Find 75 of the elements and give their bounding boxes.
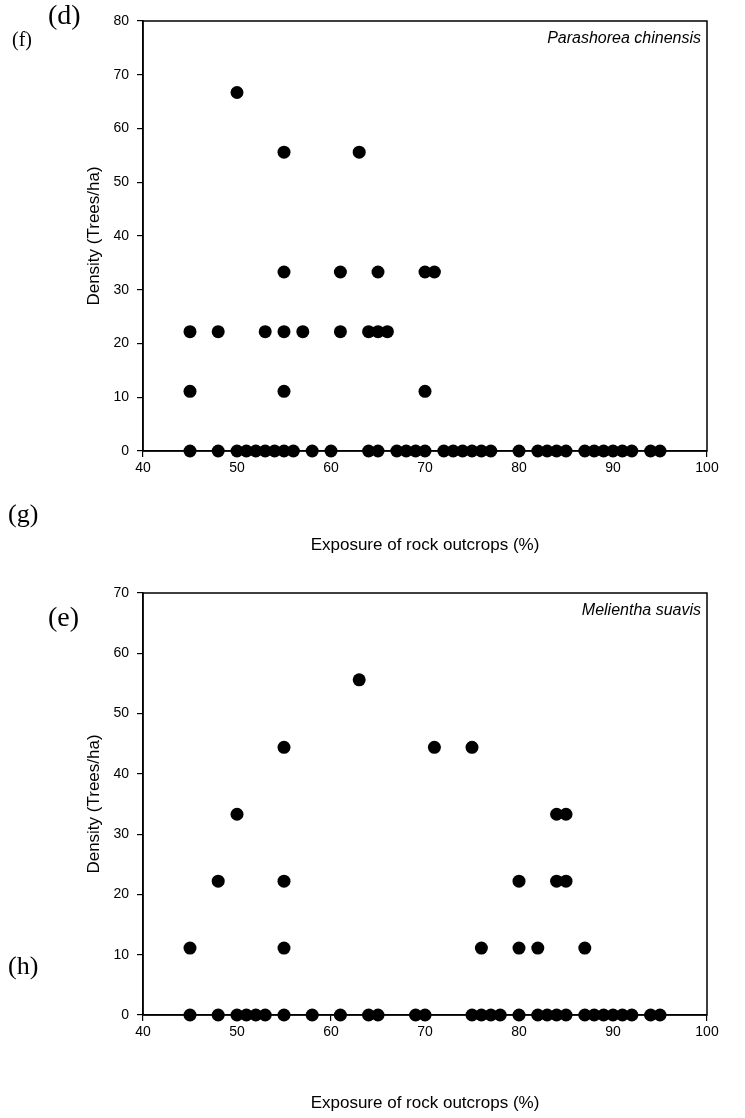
text: Parashorea chinensis [547,29,701,47]
x-tick-label: 50 [229,1023,245,1040]
point [258,325,272,339]
x-tick-label: 40 [135,1023,151,1040]
y-tick-label: 50 [113,704,130,721]
y-tick-label: 60 [113,644,130,661]
point [559,874,573,888]
x-tick-label: 60 [323,459,339,476]
x-tick-label: 60 [323,1023,339,1040]
text: (e) [48,601,80,633]
point [277,145,291,159]
point [230,85,244,99]
y-tick-label: 30 [113,280,130,297]
x-tick-label: 90 [605,459,621,476]
y-tick-label: 80 [113,11,130,28]
y-axis-title: Density (Trees/ha) [83,166,103,306]
x-tick-label: 100 [695,459,719,476]
x-tick-label: 50 [229,459,245,476]
y-tick-label: 50 [113,173,130,190]
text: (d) [48,0,81,31]
text: (g) [8,499,39,529]
point [531,941,545,955]
point [333,265,347,279]
y-tick-label: 10 [113,388,130,405]
y-tick-label: 30 [113,825,130,841]
x-axis-title: Exposure of rock outcrops (%) [310,1093,540,1113]
point [352,145,366,159]
y-tick-label: 0 [121,1005,130,1022]
point [512,941,526,955]
point [183,325,197,339]
x-tick-label: 90 [605,1023,621,1040]
y-tick-label: 0 [121,441,130,458]
point [474,941,488,955]
point [352,673,366,687]
y-tick-label: 70 [113,65,130,82]
x-tick-label: 70 [417,1023,433,1040]
x-tick-label: 80 [511,459,527,476]
point [277,874,291,888]
point [211,325,225,339]
text: (h) [8,951,39,981]
y-axis-title: Density (Trees/ha) [83,734,103,874]
x-tick-label: 40 [135,459,151,476]
point [183,384,197,398]
x-tick-label: 80 [511,1023,527,1040]
point [230,807,244,821]
y-tick-label: 40 [113,764,130,781]
point [380,325,394,339]
point [183,941,197,955]
point [277,265,291,279]
point [465,740,479,754]
y-tick-label: 20 [113,334,130,351]
point [333,325,347,339]
point [418,384,432,398]
x-tick-label: 100 [695,1023,719,1040]
x-tick-label: 70 [417,459,433,476]
point [427,740,441,754]
x-axis-title: Exposure of rock outcrops (%) [310,535,540,555]
point [211,874,225,888]
point [427,265,441,279]
y-tick-label: 10 [113,945,130,962]
point [578,941,592,955]
y-tick-label: 20 [113,885,130,902]
point [512,874,526,888]
point [559,807,573,821]
text: Melientha suavis [581,601,701,619]
point [277,325,291,339]
point [371,265,385,279]
point [277,384,291,398]
point [277,740,291,754]
y-tick-label: 40 [113,226,130,243]
point [296,325,310,339]
y-tick-label: 70 [113,583,130,600]
point [277,941,291,955]
text: (f) [12,28,32,50]
y-tick-label: 60 [113,119,130,136]
